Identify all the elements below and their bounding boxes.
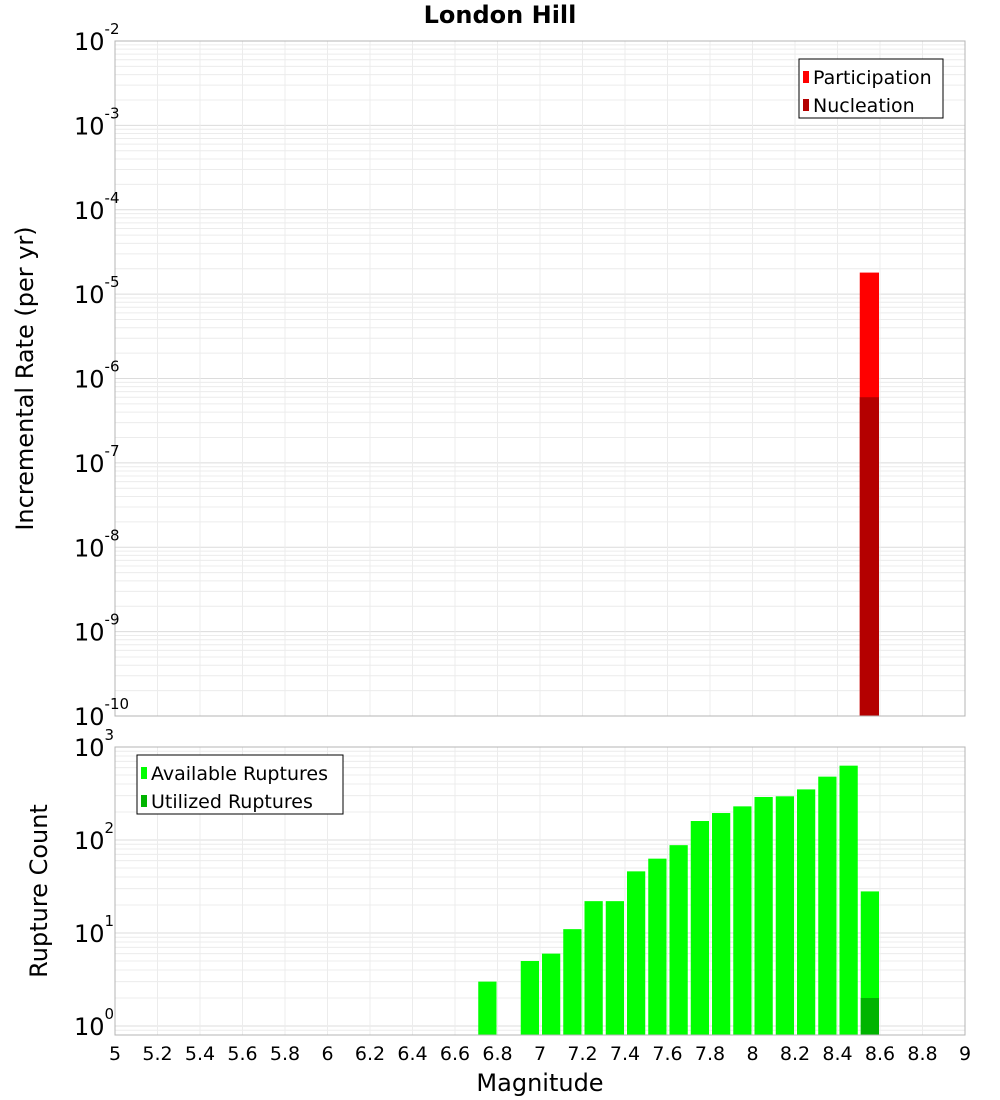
utilized-ruptures-legend-swatch <box>141 795 147 807</box>
y-tick-label: 10-5 <box>74 273 120 309</box>
y-tick-label: 10-8 <box>74 526 120 562</box>
x-tick-label: 8.8 <box>907 1043 937 1065</box>
y-tick-label: 101 <box>74 912 114 948</box>
rupture-count-panel: 100 101 102 103 5 5.2 5.4 5.6 5.8 6 6.2 6.4 6.6 6.8 7… <box>25 726 971 1097</box>
nucleation-legend-label: Nucleation <box>813 95 915 117</box>
x-tick-label: 5.8 <box>270 1043 300 1065</box>
x-tick-label: 6 <box>321 1043 333 1065</box>
rate-panel-grid <box>114 40 966 717</box>
rupture-axis-label: Rupture Count <box>25 804 53 978</box>
available-ruptures-bar <box>690 821 709 1035</box>
available-ruptures-bar <box>839 765 858 1035</box>
available-ruptures-bar <box>733 806 752 1035</box>
magnitude-axis-label: Magnitude <box>476 1069 603 1097</box>
available-ruptures-bar <box>478 981 497 1035</box>
rupture-panel-bars <box>478 765 879 1035</box>
rupture-panel-y-ticks: 100 101 102 103 <box>74 726 114 1041</box>
x-tick-label: 7.2 <box>567 1043 597 1065</box>
y-tick-label: 10-6 <box>74 358 120 394</box>
x-tick-label: 8 <box>746 1043 758 1065</box>
x-tick-label: 8.4 <box>822 1043 852 1065</box>
participation-legend-swatch <box>803 71 809 83</box>
available-ruptures-bar <box>520 960 539 1035</box>
y-tick-label: 10-9 <box>74 611 120 647</box>
chart-title: London Hill <box>424 1 577 29</box>
x-tick-label: 6.6 <box>440 1043 470 1065</box>
y-tick-label: 100 <box>74 1005 114 1041</box>
x-tick-label: 5 <box>109 1043 121 1065</box>
x-tick-label: 8.2 <box>780 1043 810 1065</box>
available-ruptures-legend-label: Available Ruptures <box>151 763 328 785</box>
y-tick-label: 10-4 <box>74 189 120 225</box>
y-tick-label: 10-3 <box>74 104 120 140</box>
x-tick-label: 6.8 <box>482 1043 512 1065</box>
available-ruptures-bar <box>648 858 667 1035</box>
rupture-panel-frame <box>114 746 966 1036</box>
rupture-legend-box <box>136 754 344 815</box>
available-ruptures-bar <box>584 901 603 1035</box>
x-tick-label: 7.6 <box>652 1043 682 1065</box>
x-tick-label: 7.8 <box>695 1043 725 1065</box>
rate-panel-frame <box>114 40 966 717</box>
x-tick-label: 9 <box>959 1043 971 1065</box>
nucleation-bar <box>859 397 879 716</box>
available-ruptures-bar <box>627 871 646 1035</box>
available-ruptures-bar <box>605 901 624 1035</box>
y-tick-label: 102 <box>74 819 114 855</box>
available-ruptures-legend-swatch <box>141 767 147 779</box>
available-ruptures-bar <box>797 789 816 1035</box>
available-ruptures-bar <box>669 845 688 1035</box>
x-tick-label: 5.4 <box>185 1043 215 1065</box>
magnitude-x-ticks: 5 5.2 5.4 5.6 5.8 6 6.2 6.4 6.6 6.8 7 7.2 7.4 7.6 7.8 8… <box>109 1043 971 1065</box>
utilized-ruptures-bar <box>860 997 879 1035</box>
rate-panel: 10-10 10-9 10-8 10-7 10-6 10-5 10-4 10-3 10-2 In… <box>11 20 966 731</box>
x-tick-label: 5.6 <box>227 1043 257 1065</box>
available-ruptures-bar <box>818 776 837 1035</box>
y-tick-label: 10-10 <box>74 695 129 731</box>
available-ruptures-bar <box>775 796 794 1035</box>
rate-legend-box <box>798 58 944 119</box>
y-tick-label: 10-2 <box>74 20 120 56</box>
available-ruptures-bar <box>712 813 731 1035</box>
nucleation-legend-swatch <box>803 99 809 111</box>
available-ruptures-bar <box>754 796 773 1035</box>
utilized-ruptures-legend-label: Utilized Ruptures <box>151 791 313 813</box>
participation-legend-label: Participation <box>813 67 932 89</box>
x-tick-label: 7.4 <box>610 1043 640 1065</box>
available-ruptures-bar <box>542 953 561 1035</box>
rate-axis-label: Incremental Rate (per yr) <box>11 226 39 530</box>
rate-legend: Participation Nucleation <box>798 58 944 119</box>
rate-panel-bars <box>859 272 879 716</box>
x-tick-label: 6.4 <box>397 1043 427 1065</box>
x-tick-label: 8.6 <box>865 1043 895 1065</box>
x-tick-label: 7 <box>534 1043 546 1065</box>
rupture-legend: Available Ruptures Utilized Ruptures <box>136 754 344 815</box>
rate-panel-y-ticks: 10-10 10-9 10-8 10-7 10-6 10-5 10-4 10-3 10-2 <box>74 20 129 731</box>
y-tick-label: 10-7 <box>74 442 120 478</box>
y-tick-label: 103 <box>74 726 114 762</box>
x-tick-label: 5.2 <box>142 1043 172 1065</box>
available-ruptures-bar <box>563 929 582 1035</box>
x-tick-label: 6.2 <box>355 1043 385 1065</box>
